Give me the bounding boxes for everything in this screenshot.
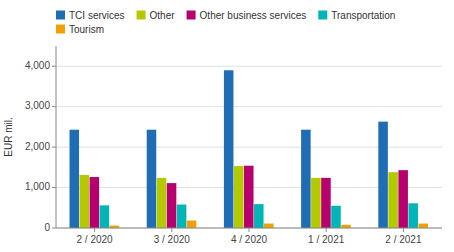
chart: TCI services Other Other business services…	[0, 0, 454, 252]
bar	[398, 170, 408, 228]
bar	[378, 122, 388, 228]
y-axis-line	[56, 46, 57, 228]
legend-item: Other	[137, 10, 176, 21]
bar	[70, 130, 80, 228]
bar	[224, 70, 234, 228]
legend-label: Other	[150, 10, 176, 21]
bar	[167, 183, 177, 228]
legend-swatch	[56, 25, 65, 34]
y-tick-label: 1,000	[25, 181, 50, 192]
bar	[408, 203, 418, 228]
legend-swatch	[318, 11, 327, 20]
y-tick-label: 0	[44, 222, 50, 233]
bar	[418, 224, 428, 228]
legend-label: TCI services	[69, 10, 125, 21]
grid-line	[56, 106, 442, 107]
bar	[254, 204, 264, 228]
y-tick-label: 4,000	[25, 60, 50, 71]
y-tick	[52, 228, 56, 229]
y-tick-label: 3,000	[25, 100, 50, 111]
grid-line	[56, 66, 442, 67]
legend: TCI services Other Other business services…	[56, 10, 395, 35]
bars	[70, 70, 428, 228]
bar	[157, 178, 167, 228]
legend-label: Other business services	[200, 10, 307, 21]
x-tick	[249, 228, 250, 232]
legend-item: Transportation	[318, 10, 395, 21]
bar	[80, 175, 90, 228]
bar	[244, 166, 254, 228]
x-tick-label: 2 / 2020	[77, 234, 114, 245]
y-axis: 0 1,000 2,000 3,000 4,000	[25, 60, 442, 233]
y-tick	[52, 147, 56, 148]
x-tick-label: 4 / 2020	[231, 234, 268, 245]
bar	[321, 178, 331, 228]
y-tick	[52, 187, 56, 188]
bar	[187, 221, 197, 228]
bar	[311, 178, 321, 228]
bar	[331, 206, 341, 228]
x-tick-label: 1 / 2021	[308, 234, 345, 245]
x-tick	[403, 228, 404, 232]
legend-swatch	[187, 11, 196, 20]
y-axis-label: EUR mil.	[3, 117, 14, 156]
legend-swatch	[56, 11, 65, 20]
legend-item: Other business services	[187, 10, 307, 21]
x-tick-label: 2 / 2021	[385, 234, 422, 245]
legend-swatch	[137, 11, 146, 20]
legend-item: TCI services	[56, 10, 125, 21]
legend-label: Transportation	[331, 10, 395, 21]
bar	[100, 205, 110, 228]
x-tick	[171, 228, 172, 232]
x-axis: 2 / 2020 3 / 2020 4 / 2020 1 / 2021 2 / 2021	[56, 228, 442, 245]
legend-item: Tourism	[56, 24, 104, 35]
x-tick	[326, 228, 327, 232]
legend-label: Tourism	[69, 24, 104, 35]
y-tick	[52, 66, 56, 67]
y-tick	[52, 106, 56, 107]
y-tick-label: 2,000	[25, 141, 50, 152]
x-tick	[94, 228, 95, 232]
bar	[234, 166, 244, 228]
x-tick-label: 3 / 2020	[154, 234, 191, 245]
bar	[264, 224, 274, 228]
bar	[147, 130, 157, 228]
bar	[90, 177, 100, 228]
bar	[177, 205, 187, 228]
bar	[301, 130, 311, 228]
bar	[388, 172, 398, 228]
